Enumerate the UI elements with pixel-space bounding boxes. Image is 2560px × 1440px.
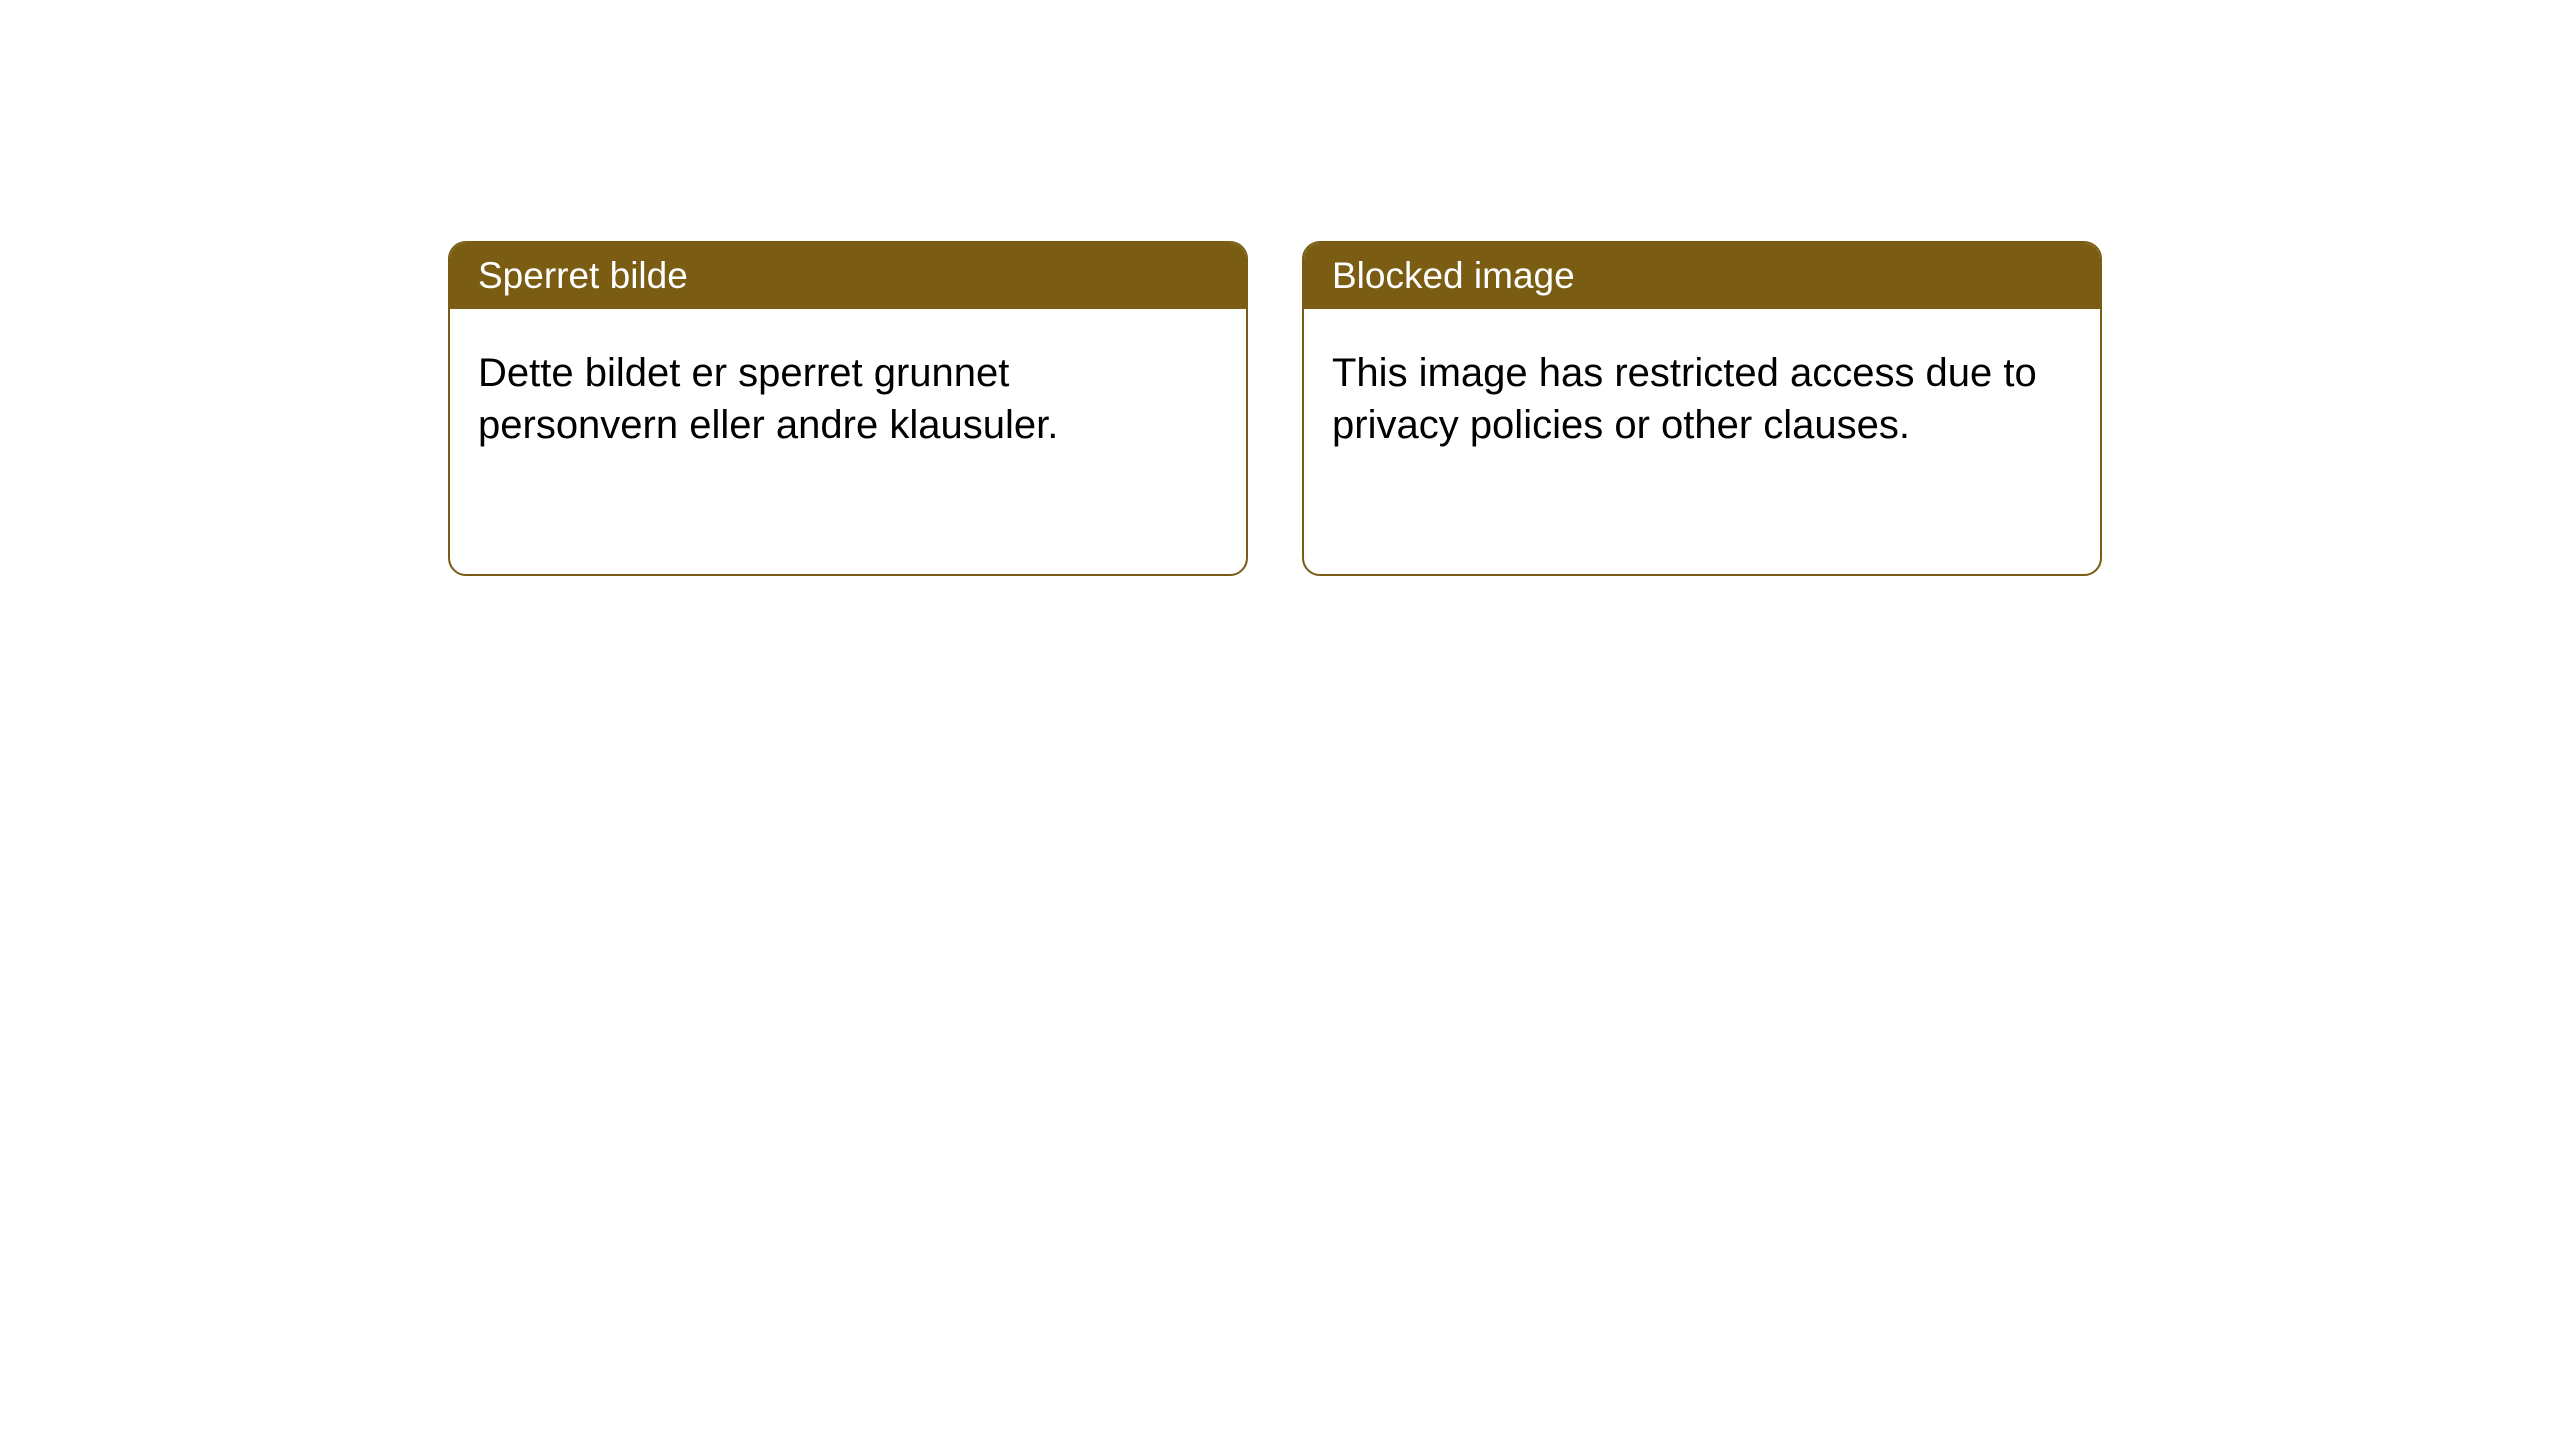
notice-title: Sperret bilde	[450, 243, 1246, 309]
notice-card-english: Blocked image This image has restricted …	[1302, 241, 2102, 576]
notice-card-norwegian: Sperret bilde Dette bildet er sperret gr…	[448, 241, 1248, 576]
notice-container: Sperret bilde Dette bildet er sperret gr…	[448, 241, 2102, 576]
notice-title: Blocked image	[1304, 243, 2100, 309]
notice-body: This image has restricted access due to …	[1304, 309, 2100, 489]
notice-body: Dette bildet er sperret grunnet personve…	[450, 309, 1246, 489]
